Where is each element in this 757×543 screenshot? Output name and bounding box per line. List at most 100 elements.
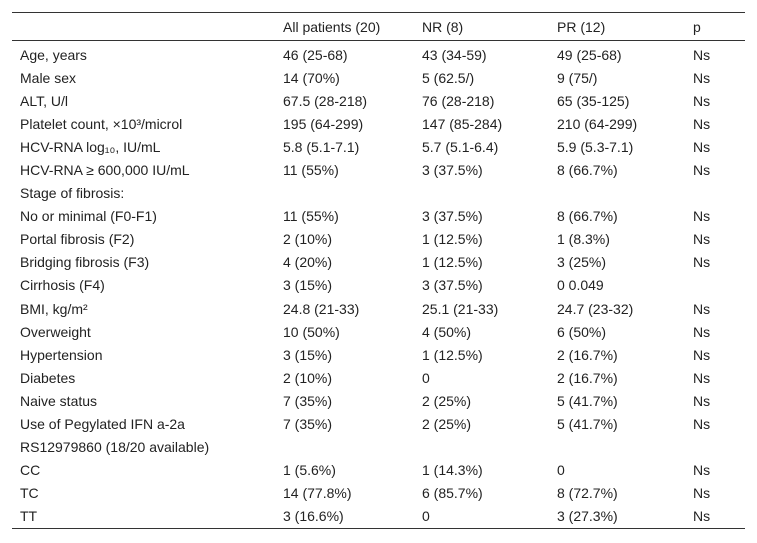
table-row: HCV-RNA ≥ 600,000 IU/mL 11 (55%) 3 (37.5%)…	[12, 158, 745, 181]
row-label: Overweight	[20, 323, 91, 340]
table-row: Naive status 7 (35%) 2 (25%) 5 (41.7%) Ns	[12, 389, 745, 412]
table-cell: 11 (55%)	[283, 208, 339, 225]
table-cell: Ns	[693, 162, 711, 179]
table-cell: 43 (34-59)	[422, 46, 487, 63]
table-cell: Ns	[693, 300, 711, 317]
header-row: All patients (20) NR (8) PR (12) p	[12, 13, 745, 41]
table-row: TT 3 (16.6%) 0 3 (27.3%) Ns	[12, 505, 745, 529]
table-cell: Ns	[693, 508, 711, 525]
row-label: BMI, kg/m²	[20, 300, 88, 317]
row-label: TT	[20, 508, 38, 525]
table-row: Male sex 14 (70%) 5 (62.5/) 9 (75/) Ns	[12, 66, 745, 89]
table-cell: Ns	[693, 346, 711, 363]
table-cell: 6 (85.7%)	[422, 485, 483, 502]
table-cell: Ns	[693, 92, 711, 109]
table-cell: 1 (14.3%)	[422, 462, 483, 479]
table-cell	[275, 436, 414, 459]
table-cell: 24.7 (23-32)	[557, 300, 634, 317]
table-cell	[414, 182, 549, 205]
table-cell: 3 (15%)	[283, 277, 333, 294]
table-cell: 2 (10%)	[283, 231, 333, 248]
header-cell	[12, 13, 275, 41]
row-label: Diabetes	[20, 369, 76, 386]
table-cell	[275, 182, 414, 205]
table-cell: 3 (37.5%)	[422, 208, 483, 225]
table-cell: 6 (50%)	[557, 323, 607, 340]
row-label: RS12979860 (18/20 available)	[20, 439, 210, 456]
table-cell: 0 0.049	[557, 277, 604, 294]
table-row: Cirrhosis (F4) 3 (15%) 3 (37.5%) 0 0.049	[12, 274, 745, 297]
table-cell: 4 (20%)	[283, 254, 333, 271]
header-cell: p	[693, 18, 701, 35]
table-cell: 7 (35%)	[283, 416, 333, 433]
table-cell	[685, 182, 745, 205]
table-cell: 67.5 (28-218)	[283, 92, 368, 109]
table-cell: 2 (16.7%)	[557, 346, 618, 363]
table-row: HCV-RNA log₁₀, IU/mL 5.8 (5.1-7.1) 5.7 (5.…	[12, 135, 745, 158]
table-cell	[685, 436, 745, 459]
table-cell	[685, 274, 745, 297]
table-cell: 2 (10%)	[283, 369, 333, 386]
table-cell: 0	[422, 369, 430, 386]
row-label: Platelet count, ×10³/microl	[20, 115, 183, 132]
row-label: Cirrhosis (F4)	[20, 277, 105, 294]
table-cell: 76 (28-218)	[422, 92, 495, 109]
header-cell: All patients (20)	[283, 18, 381, 35]
table-cell: 8 (72.7%)	[557, 485, 618, 502]
row-label: HCV-RNA log₁₀, IU/mL	[20, 138, 161, 155]
row-label: Bridging fibrosis (F3)	[20, 254, 150, 271]
table-row: BMI, kg/m² 24.8 (21-33) 25.1 (21-33) 24.7 (…	[12, 297, 745, 320]
table-row: CC 1 (5.6%) 1 (14.3%) 0 Ns	[12, 459, 745, 482]
table-row: Stage of fibrosis:	[12, 182, 745, 205]
row-label: Naive status	[20, 392, 98, 409]
table-row: Hypertension 3 (15%) 1 (12.5%) 2 (16.7%) Ns	[12, 343, 745, 366]
table-cell: Ns	[693, 69, 711, 86]
row-label: Stage of fibrosis:	[20, 185, 125, 202]
table-cell: 10 (50%)	[283, 323, 340, 340]
table-row: Portal fibrosis (F2) 2 (10%) 1 (12.5%) 1 (8…	[12, 228, 745, 251]
table-cell: 5.8 (5.1-7.1)	[283, 138, 360, 155]
table-cell: 2 (16.7%)	[557, 369, 618, 386]
table-cell: 14 (77.8%)	[283, 485, 352, 502]
table-cell: 1 (12.5%)	[422, 254, 483, 271]
table-row: TC 14 (77.8%) 6 (85.7%) 8 (72.7%) Ns	[12, 482, 745, 505]
table-row: No or minimal (F0-F1) 11 (55%) 3 (37.5%) 8 …	[12, 205, 745, 228]
table-cell: 49 (25-68)	[557, 46, 622, 63]
table-row: Diabetes 2 (10%) 0 2 (16.7%) Ns	[12, 366, 745, 389]
table-cell: 3 (37.5%)	[422, 162, 483, 179]
table-cell: Ns	[693, 231, 711, 248]
table-cell: 1 (5.6%)	[283, 462, 336, 479]
table-cell: Ns	[693, 46, 711, 63]
table-cell: Ns	[693, 392, 711, 409]
table-cell: 210 (64-299)	[557, 115, 638, 132]
row-label: Age, years	[20, 46, 87, 63]
table-cell: Ns	[693, 462, 711, 479]
table-cell: 3 (16.6%)	[283, 508, 344, 525]
table-cell: 7 (35%)	[283, 392, 333, 409]
table-cell: 5.7 (5.1-6.4)	[422, 138, 499, 155]
table-cell	[549, 182, 685, 205]
table-cell: 1 (8.3%)	[557, 231, 610, 248]
table-cell: 11 (55%)	[283, 162, 339, 179]
table-cell: 2 (25%)	[422, 416, 472, 433]
table-cell: 5 (62.5/)	[422, 69, 475, 86]
data-table: All patients (20) NR (8) PR (12) p Age, yea…	[12, 12, 745, 529]
row-label: Portal fibrosis (F2)	[20, 231, 135, 248]
row-label: No or minimal (F0-F1)	[20, 208, 157, 225]
header-cell: NR (8)	[422, 18, 464, 35]
table-body: Age, years 46 (25-68) 43 (34-59) 49 (25-68)…	[12, 41, 745, 529]
table-cell: 25.1 (21-33)	[422, 300, 499, 317]
table-cell: 5 (41.7%)	[557, 392, 618, 409]
table-cell: 195 (64-299)	[283, 115, 364, 132]
table-cell	[414, 436, 549, 459]
row-label: CC	[20, 462, 41, 479]
table-row: Age, years 46 (25-68) 43 (34-59) 49 (25-68)…	[12, 41, 745, 67]
table-cell: 0	[422, 508, 430, 525]
table-cell: 3 (25%)	[557, 254, 607, 271]
row-label: TC	[20, 485, 39, 502]
table-cell: 0	[557, 462, 565, 479]
table-row: ALT, U/l 67.5 (28-218) 76 (28-218) 65 (35-1…	[12, 89, 745, 112]
table-cell: 3 (37.5%)	[422, 277, 483, 294]
row-label: Use of Pegylated IFN a-2a	[20, 416, 185, 433]
